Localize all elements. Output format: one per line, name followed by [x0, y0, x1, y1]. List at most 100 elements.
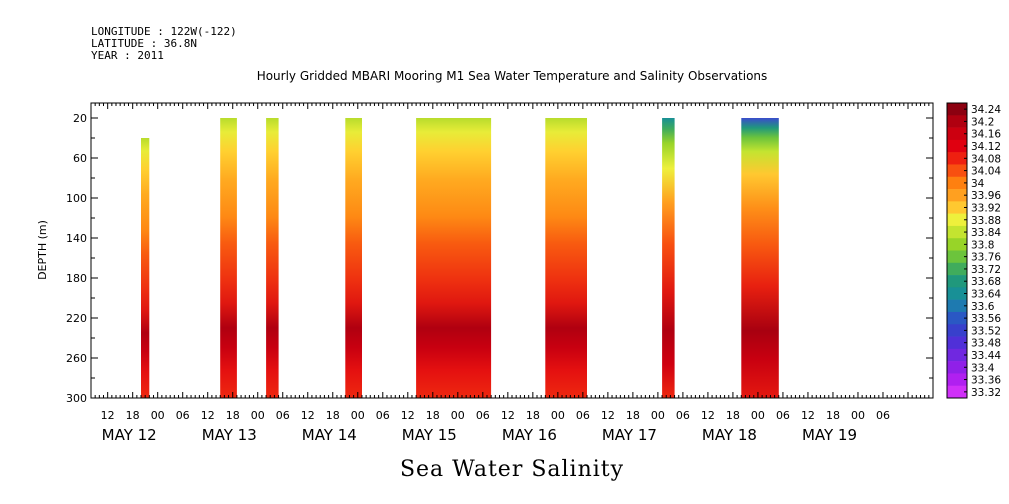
colorbar-label: 33.32 — [971, 387, 1001, 399]
x-hour-label: 00 — [851, 409, 865, 422]
colorbar-label: 34.2 — [971, 116, 994, 128]
colorbar-label: 33.64 — [971, 289, 1001, 301]
x-hour-label: 12 — [801, 409, 815, 422]
colorbar-swatch — [947, 287, 967, 300]
y-tick-label: 220 — [66, 312, 87, 325]
colorbar-label: 33.68 — [971, 276, 1001, 288]
colorbar-swatch — [947, 336, 967, 350]
data-segment — [345, 118, 362, 398]
x-hour-label: 18 — [726, 409, 740, 422]
y-tick-label: 140 — [66, 232, 87, 245]
data-segments — [141, 118, 779, 398]
chart-title: Hourly Gridded MBARI Mooring M1 Sea Wate… — [257, 69, 768, 83]
x-hour-label: 18 — [226, 409, 240, 422]
data-segment — [266, 118, 279, 398]
x-hour-label: 12 — [401, 409, 415, 422]
colorbar-label: 33.96 — [971, 190, 1001, 202]
x-hour-label: 12 — [201, 409, 215, 422]
colorbar-label: 34.16 — [971, 129, 1001, 141]
x-hour-label: 00 — [751, 409, 765, 422]
x-hour-label: 06 — [176, 409, 190, 422]
x-date-label: MAY 16 — [502, 426, 557, 444]
colorbar-swatch — [947, 262, 967, 276]
data-segment — [545, 118, 587, 398]
colorbar-swatch — [947, 311, 967, 325]
colorbar-swatch — [947, 250, 967, 264]
colorbar-label: 33.92 — [971, 202, 1001, 214]
colorbar-swatch — [947, 213, 967, 227]
y-tick-label: 260 — [66, 352, 87, 365]
x-date-label: MAY 14 — [302, 426, 357, 444]
colorbar-swatch — [947, 115, 967, 128]
colorbar-swatch — [947, 299, 967, 313]
x-hour-label: 12 — [101, 409, 115, 422]
data-segment — [220, 118, 237, 398]
colorbar-swatch — [947, 385, 967, 399]
colorbar-swatch — [947, 152, 967, 165]
y-tick-label: 60 — [73, 152, 87, 165]
x-hour-label: 06 — [776, 409, 790, 422]
data-segment — [662, 118, 675, 398]
x-date-label: MAY 19 — [802, 426, 857, 444]
colorbar-swatch — [947, 373, 967, 387]
x-hour-label: 18 — [326, 409, 340, 422]
colorbar-label: 34.24 — [971, 104, 1001, 116]
x-axis-label: Sea Water Salinity — [400, 457, 624, 482]
colorbar: 34.2434.234.1634.1234.0834.043433.9633.9… — [946, 102, 1001, 399]
colorbar-swatch — [947, 127, 967, 141]
colorbar-label: 33.88 — [971, 215, 1001, 227]
x-date-label: MAY 18 — [702, 426, 757, 444]
x-hour-label: 00 — [451, 409, 465, 422]
y-tick-label: 20 — [73, 112, 87, 125]
colorbar-label: 33.84 — [971, 227, 1001, 239]
x-hour-label: 12 — [301, 409, 315, 422]
x-hour-label: 12 — [601, 409, 615, 422]
x-hour-label: 18 — [126, 409, 140, 422]
colorbar-label: 34.04 — [971, 166, 1001, 178]
y-tick-label: 300 — [66, 392, 87, 405]
colorbar-label: 34.12 — [971, 141, 1001, 153]
x-hour-label: 12 — [501, 409, 515, 422]
colorbar-label: 33.36 — [971, 375, 1001, 387]
y-tick-label: 180 — [66, 272, 87, 285]
x-hour-label: 00 — [351, 409, 365, 422]
colorbar-label: 33.48 — [971, 338, 1001, 350]
x-hour-label: 06 — [276, 409, 290, 422]
colorbar-swatch — [947, 139, 967, 153]
x-axis: 12 18 00 06 12 18 00 06 12 18 00 06 12 18 00 06 12 18 00 06… — [90, 103, 934, 444]
x-hour-label: 06 — [476, 409, 490, 422]
x-date-label: MAY 17 — [602, 426, 657, 444]
x-date-label: MAY 12 — [102, 426, 157, 444]
x-date-label: MAY 13 — [202, 426, 257, 444]
colorbar-swatch — [947, 275, 967, 288]
x-hour-label: 06 — [576, 409, 590, 422]
colorbar-frame — [946, 102, 968, 399]
latitude-label: LATITUDE : 36.8N — [91, 37, 197, 50]
colorbar-label: 33.76 — [971, 252, 1001, 264]
x-hour-label: 00 — [651, 409, 665, 422]
colorbar-swatch — [947, 324, 967, 337]
data-segment — [141, 138, 150, 398]
x-hour-label: 18 — [426, 409, 440, 422]
colorbar-swatch — [947, 189, 967, 202]
x-hour-label: 06 — [376, 409, 390, 422]
colorbar-swatch — [947, 238, 967, 251]
x-hour-label: 06 — [876, 409, 890, 422]
colorbar-swatch — [947, 176, 967, 190]
colorbar-swatch — [947, 361, 967, 374]
longitude-label: LONGITUDE : 122W(-122) — [91, 25, 237, 38]
colorbar-swatch — [947, 201, 967, 214]
plot-frame — [90, 102, 934, 399]
data-segment — [416, 118, 492, 398]
x-hour-label: 00 — [251, 409, 265, 422]
colorbar-label: 33.6 — [971, 301, 995, 313]
colorbar-swatch — [947, 164, 967, 178]
x-hour-label: 18 — [526, 409, 540, 422]
data-segment — [741, 118, 779, 398]
colorbar-label: 34 — [971, 178, 985, 190]
colorbar-label: 33.44 — [971, 350, 1001, 362]
y-axis-label: DEPTH (m) — [36, 220, 49, 280]
year-label: YEAR : 2011 — [91, 49, 164, 62]
x-date-label: MAY 15 — [402, 426, 457, 444]
y-axis: 20 60 100 140 180 220 260 300 — [66, 112, 933, 405]
